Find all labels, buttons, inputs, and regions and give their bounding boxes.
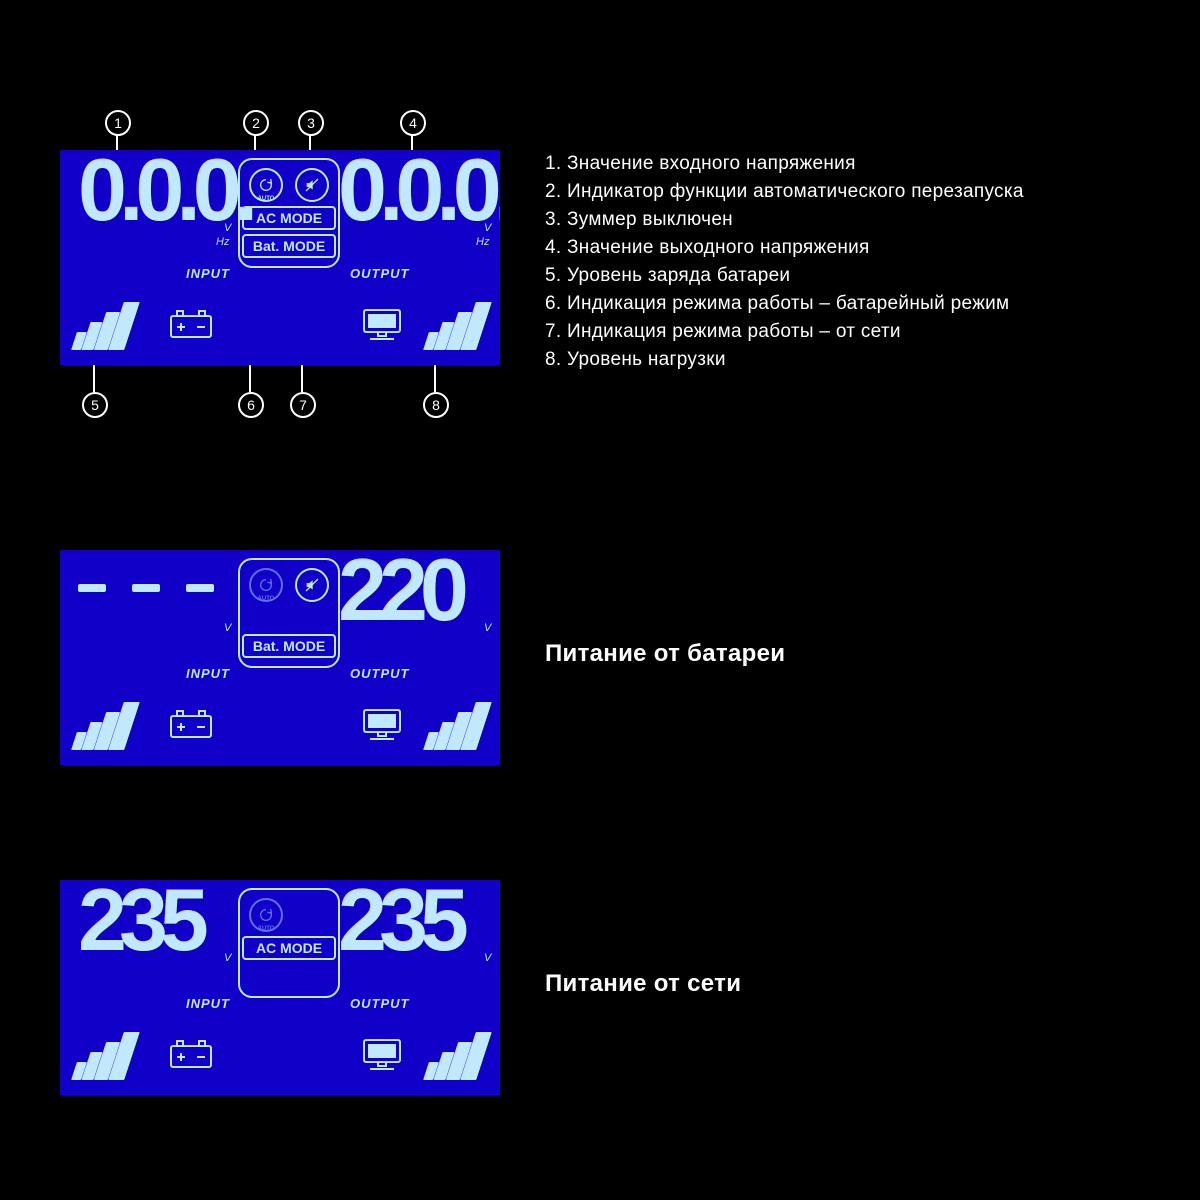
output-label: OUTPUT bbox=[350, 996, 409, 1011]
output-unit-v: V bbox=[484, 622, 491, 634]
lcd-panel-battery: 220 V V AUTO AC MODEBat. MODE INPUT OUTPUT bbox=[60, 550, 500, 765]
load-level-bars bbox=[426, 302, 484, 350]
legend-item: 6. Индикация режима работы – батарейный … bbox=[545, 290, 1024, 318]
battery-level-bars bbox=[74, 302, 132, 350]
battery-icon bbox=[170, 708, 212, 738]
input-label: INPUT bbox=[186, 266, 230, 281]
ac-mode-indicator: AC MODE bbox=[242, 206, 336, 230]
load-level-bars bbox=[426, 702, 484, 750]
legend-list: 1. Значение входного напряжения2. Индика… bbox=[545, 150, 1024, 374]
legend-item: 2. Индикатор функции автоматического пер… bbox=[545, 178, 1024, 206]
monitor-icon bbox=[362, 308, 402, 342]
buzzer-mute-icon bbox=[295, 168, 329, 202]
input-value: 0.0.0. bbox=[78, 156, 250, 225]
input-unit-hz: Hz bbox=[216, 236, 229, 248]
output-value: 235 bbox=[338, 886, 461, 955]
callout-4: 4 bbox=[400, 110, 426, 136]
callout-1: 1 bbox=[105, 110, 131, 136]
input-unit-v: V bbox=[224, 622, 231, 634]
lcd-panel-mains: 235 235 V V AUTO AC MODEBat. MODE INPUT OUT… bbox=[60, 880, 500, 1095]
buzzer-mute-icon bbox=[295, 568, 329, 602]
callout-2: 2 bbox=[243, 110, 269, 136]
output-value: 220 bbox=[338, 556, 461, 625]
input-value: 235 bbox=[78, 886, 201, 955]
legend-item: 3. Зуммер выключен bbox=[545, 206, 1024, 234]
battery-level-bars bbox=[74, 702, 132, 750]
callout-8: 8 bbox=[423, 392, 449, 418]
auto-restart-icon: AUTO bbox=[249, 168, 283, 202]
legend-item: 5. Уровень заряда батареи bbox=[545, 262, 1024, 290]
legend-item: 8. Уровень нагрузки bbox=[545, 346, 1024, 374]
output-label: OUTPUT bbox=[350, 266, 409, 281]
lcd-panel-overview: 0.0.0. 0.0.0.VHzVHz AUTO AC MODEBat. MOD… bbox=[60, 150, 500, 365]
output-unit-v: V bbox=[484, 222, 491, 234]
input-value-dashes bbox=[78, 584, 214, 592]
legend-item: 7. Индикация режима работы – от сети bbox=[545, 318, 1024, 346]
center-panel: AUTO AC MODEBat. MODE bbox=[238, 888, 340, 998]
callout-5: 5 bbox=[82, 392, 108, 418]
battery-level-bars bbox=[74, 1032, 132, 1080]
monitor-icon bbox=[362, 708, 402, 742]
auto-restart-icon: AUTO bbox=[249, 898, 283, 932]
ac-mode-indicator: AC MODE bbox=[242, 936, 336, 960]
input-unit-v: V bbox=[224, 952, 231, 964]
load-level-bars bbox=[426, 1032, 484, 1080]
battery-icon bbox=[170, 308, 212, 338]
callout-7: 7 bbox=[290, 392, 316, 418]
output-value: 0.0.0. bbox=[338, 156, 500, 225]
callout-3: 3 bbox=[298, 110, 324, 136]
battery-icon bbox=[170, 1038, 212, 1068]
caption-battery: Питание от батареи bbox=[545, 640, 785, 668]
input-label: INPUT bbox=[186, 996, 230, 1011]
callout-6: 6 bbox=[238, 392, 264, 418]
center-panel: AUTO AC MODEBat. MODE bbox=[238, 558, 340, 668]
bat-mode-indicator: Bat. MODE bbox=[242, 634, 336, 658]
auto-restart-icon: AUTO bbox=[249, 568, 283, 602]
center-panel: AUTO AC MODE Bat. MODE bbox=[238, 158, 340, 268]
legend-item: 1. Значение входного напряжения bbox=[545, 150, 1024, 178]
monitor-icon bbox=[362, 1038, 402, 1072]
input-label: INPUT bbox=[186, 666, 230, 681]
legend-item: 4. Значение выходного напряжения bbox=[545, 234, 1024, 262]
output-unit-hz: Hz bbox=[476, 236, 489, 248]
input-unit-v: V bbox=[224, 222, 231, 234]
caption-mains: Питание от сети bbox=[545, 970, 741, 998]
output-unit-v: V bbox=[484, 952, 491, 964]
bat-mode-indicator: Bat. MODE bbox=[242, 234, 336, 258]
output-label: OUTPUT bbox=[350, 666, 409, 681]
